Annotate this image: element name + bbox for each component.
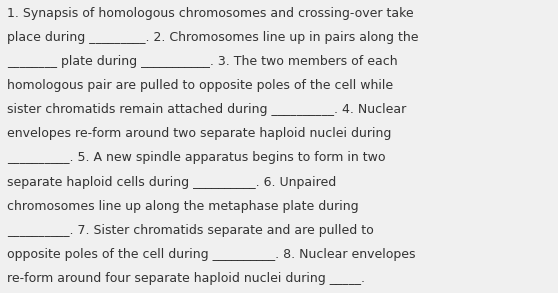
Text: homologous pair are pulled to opposite poles of the cell while: homologous pair are pulled to opposite p… bbox=[7, 79, 393, 92]
Text: separate haploid cells during __________. 6. Unpaired: separate haploid cells during __________… bbox=[7, 176, 336, 188]
Text: __________. 5. A new spindle apparatus begins to form in two: __________. 5. A new spindle apparatus b… bbox=[7, 151, 386, 164]
Text: sister chromatids remain attached during __________. 4. Nuclear: sister chromatids remain attached during… bbox=[7, 103, 407, 116]
Text: re-form around four separate haploid nuclei during _____.: re-form around four separate haploid nuc… bbox=[7, 272, 365, 285]
Text: chromosomes line up along the metaphase plate during: chromosomes line up along the metaphase … bbox=[7, 200, 359, 212]
Text: __________. 7. Sister chromatids separate and are pulled to: __________. 7. Sister chromatids separat… bbox=[7, 224, 374, 236]
Text: 1. Synapsis of homologous chromosomes and crossing-over take: 1. Synapsis of homologous chromosomes an… bbox=[7, 7, 414, 20]
Text: ________ plate during ___________. 3. The two members of each: ________ plate during ___________. 3. Th… bbox=[7, 55, 398, 68]
Text: envelopes re-form around two separate haploid nuclei during: envelopes re-form around two separate ha… bbox=[7, 127, 392, 140]
Text: place during _________. 2. Chromosomes line up in pairs along the: place during _________. 2. Chromosomes l… bbox=[7, 31, 418, 44]
Text: opposite poles of the cell during __________. 8. Nuclear envelopes: opposite poles of the cell during ______… bbox=[7, 248, 416, 260]
